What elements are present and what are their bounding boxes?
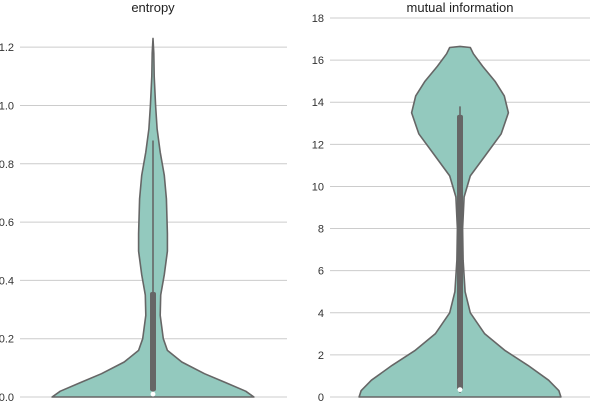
mutual-information-y-tick-label: 6: [318, 266, 324, 278]
entropy-panel-title: entropy: [131, 0, 175, 15]
mutual-information-panel: mutual information 0 2 4 6 8 10 12 14 16 18: [312, 0, 590, 402]
entropy-y-tick-label: 0.8: [0, 159, 14, 171]
mutual-information-y-tick-label: 2: [318, 350, 324, 362]
mutual-information-y-tick-label: 18: [312, 13, 324, 25]
mutual-information-y-tick-label: 14: [312, 97, 324, 109]
mutual-information-panel-title: mutual information: [407, 0, 514, 15]
entropy-y-tick-label: 0.2: [0, 334, 14, 346]
entropy-y-tick-label: 0.4: [0, 275, 14, 287]
entropy-median-marker: [150, 391, 156, 397]
mutual-information-y-tick-label: 10: [312, 181, 324, 193]
mutual-information-quartile-box: [457, 114, 463, 390]
entropy-y-tick-label: 0.6: [0, 217, 14, 229]
mutual-information-median-marker: [457, 387, 463, 393]
mutual-information-y-tick-label: 4: [318, 308, 324, 320]
entropy-y-tick-label: 1.2: [0, 42, 14, 54]
entropy-quartile-box: [150, 292, 156, 392]
mutual-information-y-tick-label: 8: [318, 224, 324, 236]
mutual-information-y-tick-label: 0: [318, 392, 324, 402]
entropy-panel: entropy 0.0 0.2 0.4 0.6 0.8 1.0 1.2: [0, 0, 287, 402]
entropy-y-tick-label: 1.0: [0, 100, 14, 112]
mutual-information-y-tick-label: 12: [312, 139, 324, 151]
mutual-information-y-tick-label: 16: [312, 55, 324, 67]
entropy-y-tick-label: 0.0: [0, 392, 14, 402]
